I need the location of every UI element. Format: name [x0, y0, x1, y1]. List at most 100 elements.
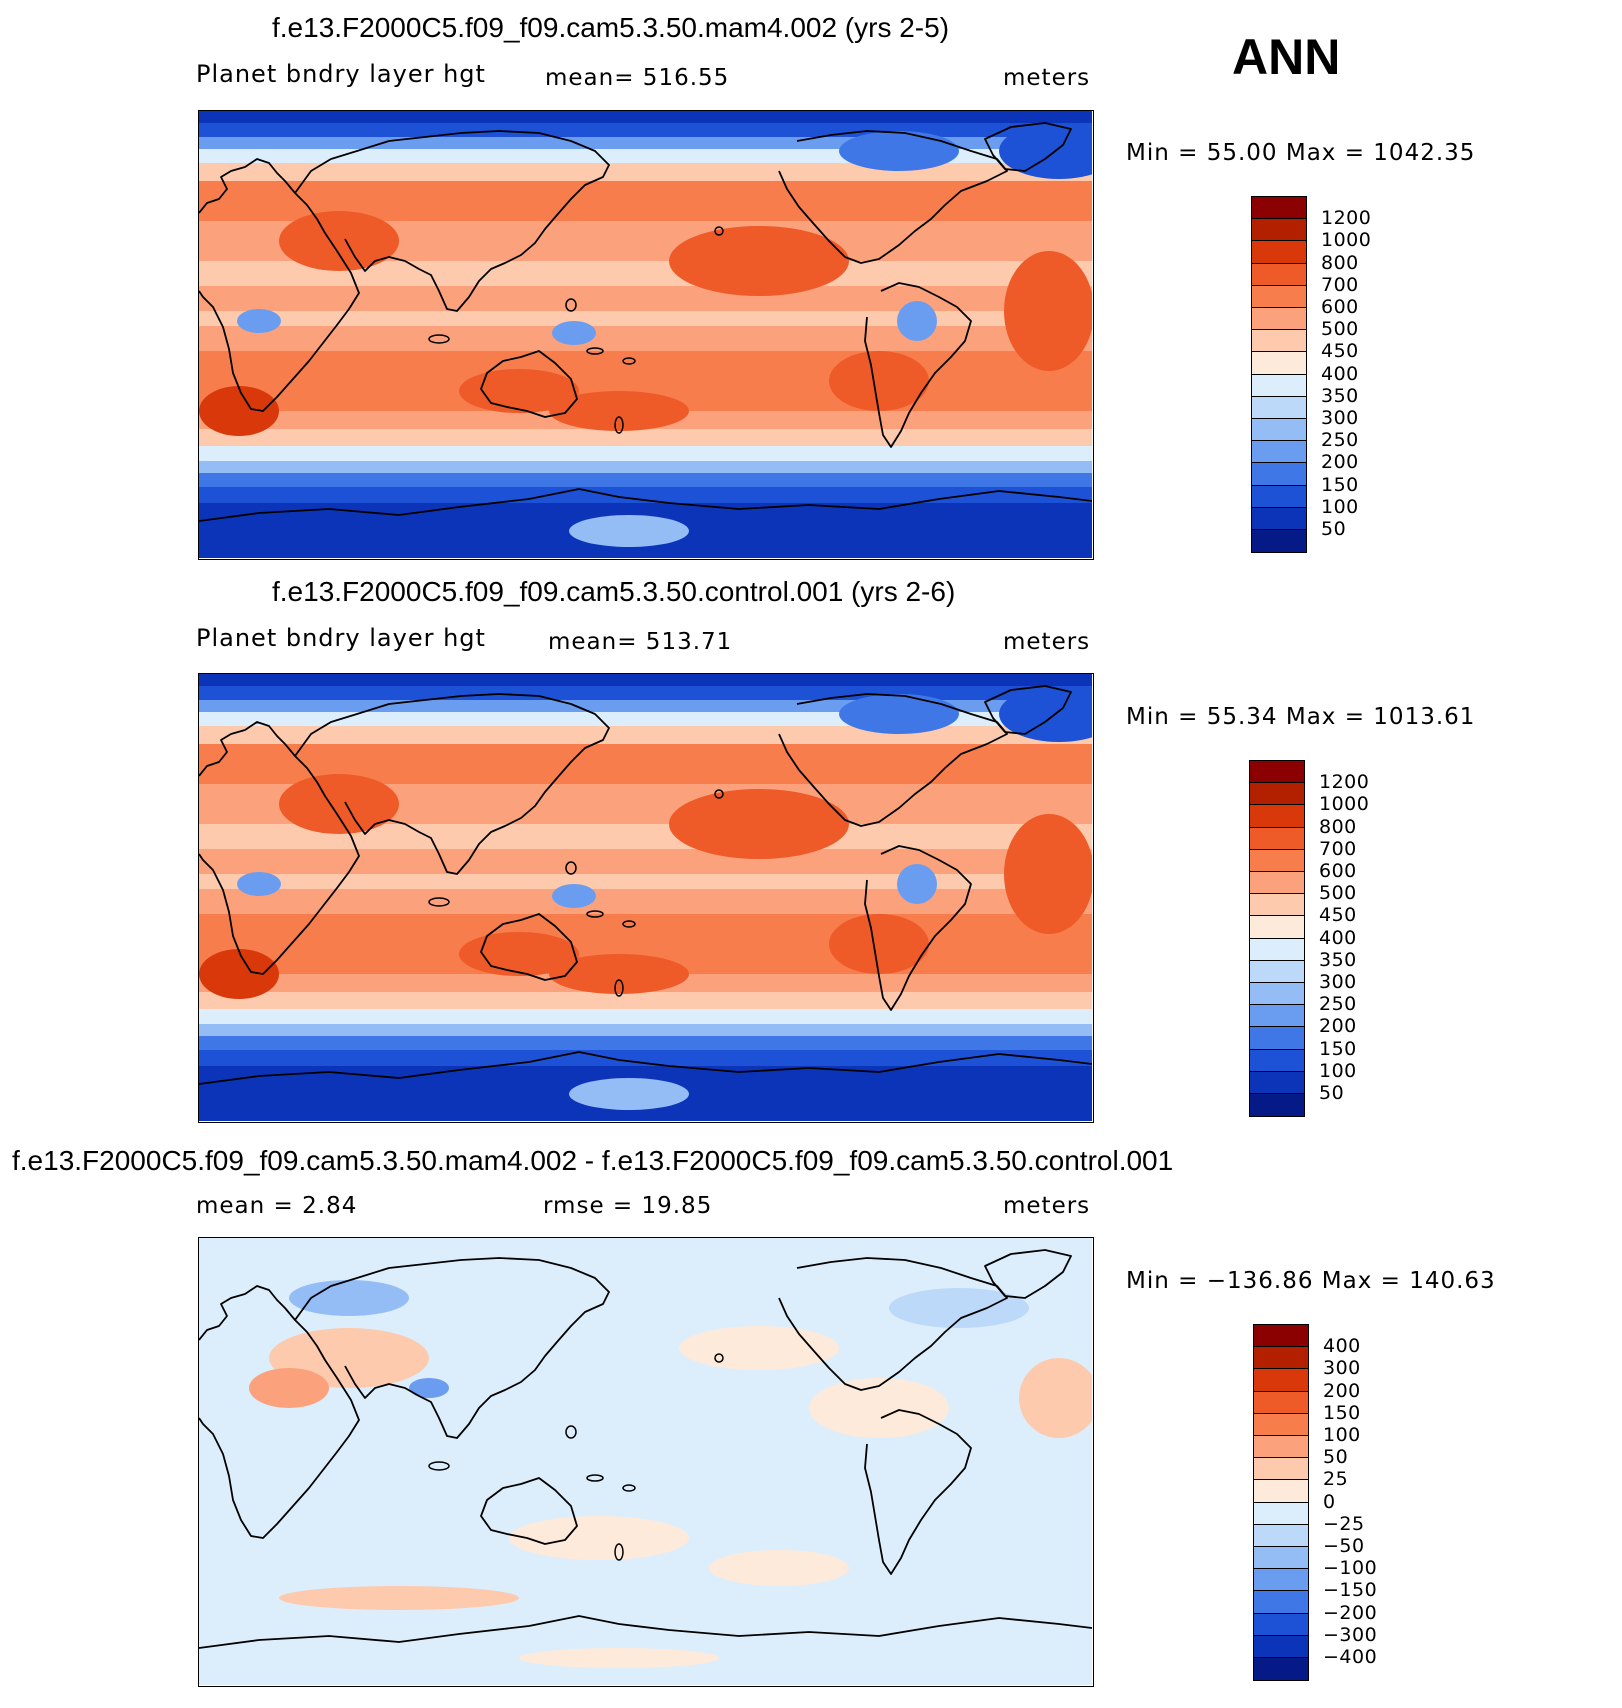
colorbar-label: 0	[1323, 1490, 1336, 1513]
map-latitude-band	[199, 1050, 1092, 1066]
panel1-units: meters	[1003, 65, 1091, 91]
coastline-island	[586, 1474, 604, 1482]
panel3-units: meters	[1003, 1193, 1091, 1219]
colorbar-label: −300	[1323, 1623, 1378, 1646]
coastline-island	[614, 1543, 624, 1561]
map-latitude-band	[199, 874, 1092, 889]
colorbar-swatch	[1251, 373, 1307, 398]
panel2-map	[198, 673, 1094, 1123]
colorbar-label: 200	[1319, 1015, 1357, 1038]
map-latitude-band	[199, 311, 1092, 326]
coastline-island	[714, 226, 724, 236]
colorbar-swatch	[1253, 1390, 1309, 1415]
colorbar-label: 50	[1321, 518, 1347, 540]
colorbar-swatch	[1253, 1457, 1309, 1481]
colorbar-label: −100	[1323, 1557, 1378, 1580]
colorbar-label: 450	[1319, 904, 1357, 927]
colorbar-swatch	[1253, 1590, 1309, 1614]
coastline-asia	[294, 130, 610, 312]
map-latitude-band	[199, 326, 1092, 351]
colorbar-swatch	[1251, 307, 1307, 331]
map-field-blob	[839, 694, 959, 734]
colorbar-swatch	[1253, 1568, 1309, 1592]
colorbar-label: 700	[1319, 837, 1357, 860]
colorbar-label: 1000	[1321, 229, 1372, 252]
colorbar-label: 400	[1319, 926, 1357, 949]
colorbar-swatch	[1249, 893, 1305, 917]
map-field-blob	[237, 872, 281, 896]
map-field-blob	[889, 1288, 1029, 1328]
colorbar-label: 1200	[1319, 771, 1370, 794]
coastline-island	[622, 357, 636, 365]
map-field-blob	[809, 1378, 949, 1438]
coastline-island	[428, 897, 450, 907]
coastline-island	[565, 1425, 577, 1439]
colorbar-swatch	[1253, 1368, 1309, 1392]
coastline-greenland	[984, 685, 1072, 735]
map-field-blob	[999, 686, 1092, 742]
map-latitude-band	[199, 889, 1092, 914]
colorbar-swatch	[1251, 462, 1307, 486]
colorbar-label: −50	[1323, 1535, 1365, 1557]
colorbar-swatch	[1251, 218, 1307, 242]
colorbar-label: 600	[1319, 860, 1357, 882]
map-field-blob	[459, 932, 579, 976]
panel3-rmse: rmse = 19.85	[543, 1193, 713, 1219]
colorbar-swatch	[1253, 1324, 1309, 1348]
coastline-island	[614, 416, 624, 434]
map-field-blob	[829, 914, 929, 974]
panel2-title: f.e13.F2000C5.f09_f09.cam5.3.50.control.…	[272, 576, 956, 607]
colorbar-swatch	[1251, 440, 1307, 464]
map-latitude-band	[199, 163, 1092, 181]
map-field-blob	[509, 1516, 689, 1560]
colorbar-swatch	[1251, 240, 1307, 264]
colorbar-label: 450	[1321, 340, 1359, 363]
map-field-blob	[279, 211, 399, 271]
panel2-map-svg	[199, 674, 1092, 1121]
colorbar-label: 250	[1321, 429, 1359, 452]
panel1-mean: mean= 516.55	[545, 65, 730, 91]
panel3-map-svg	[199, 1238, 1092, 1685]
colorbar-swatch	[1251, 196, 1307, 220]
colorbar-swatch	[1253, 1612, 1309, 1637]
coastline-island	[586, 347, 604, 355]
colorbar-label: 350	[1319, 948, 1357, 971]
colorbar-swatch	[1253, 1657, 1309, 1681]
map-field-blob	[1019, 1358, 1092, 1438]
coastline-asia	[294, 693, 610, 875]
colorbar-swatch	[1253, 1346, 1309, 1370]
colorbar-label: 100	[1323, 1424, 1361, 1446]
colorbar-swatch	[1249, 804, 1305, 828]
colorbar-label: 50	[1319, 1082, 1345, 1104]
map-latitude-band	[199, 429, 1092, 446]
panel1-variable-label: Planet bndry layer hgt	[196, 60, 486, 88]
colorbar-label: −400	[1323, 1646, 1378, 1668]
coastline-sAmerica	[864, 845, 972, 1011]
map-field-blob	[897, 864, 937, 904]
colorbar-label: 150	[1319, 1037, 1357, 1060]
map-field-blob	[829, 351, 929, 411]
panel3-map	[198, 1237, 1094, 1687]
map-field-blob	[289, 1280, 409, 1316]
colorbar-swatch	[1251, 418, 1307, 442]
colorbar-swatch	[1251, 262, 1307, 287]
map-field-blob	[279, 774, 399, 834]
panel3-mean: mean = 2.84	[196, 1193, 358, 1219]
coastline-sAmerica	[864, 282, 972, 448]
colorbar-label: 400	[1323, 1335, 1361, 1358]
colorbar-swatch	[1251, 395, 1307, 420]
map-field-blob	[249, 1368, 329, 1408]
coastline-island	[622, 920, 636, 928]
coastline-nAmerica	[778, 130, 1008, 264]
colorbar-label: 150	[1323, 1401, 1361, 1424]
coastline-island	[622, 1484, 636, 1492]
colorbar-swatch	[1251, 351, 1307, 375]
colorbar-label: 1200	[1321, 207, 1372, 230]
panel2-variable-label: Planet bndry layer hgt	[196, 624, 486, 652]
colorbar-label: −150	[1323, 1579, 1378, 1602]
map-field-blob	[409, 1378, 449, 1398]
colorbar-label: 500	[1319, 882, 1357, 905]
map-field-blob	[549, 391, 689, 431]
coastline-nAmerica	[778, 1257, 1008, 1391]
map-field-blob	[549, 954, 689, 994]
